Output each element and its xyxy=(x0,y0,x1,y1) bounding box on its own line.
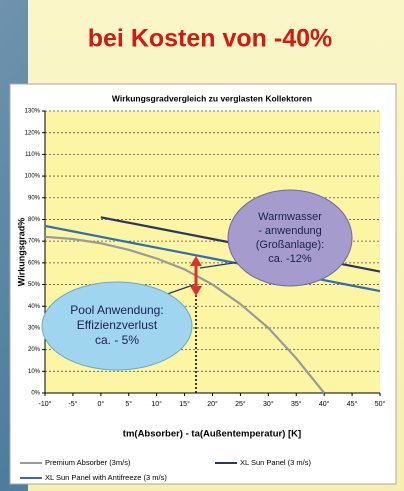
y-tick-label: 70% xyxy=(28,239,41,245)
annotation-text: ca. -12% xyxy=(268,253,312,265)
x-tick-label: 45° xyxy=(347,400,358,408)
x-tick-label: 25° xyxy=(235,400,246,408)
x-tick-label: 35° xyxy=(291,400,302,408)
annotation-text: Warmwasser xyxy=(258,211,322,223)
x-tick-label: 50° xyxy=(375,400,386,408)
x-tick-label: -5° xyxy=(68,400,77,408)
x-tick-label: -10° xyxy=(39,400,52,408)
y-tick-label: 20% xyxy=(28,347,41,353)
banner-title: bei Kosten von -40% xyxy=(88,25,333,53)
y-tick-label: 110% xyxy=(25,152,41,158)
x-tick-label: 10° xyxy=(151,400,162,408)
y-tick-label: 0% xyxy=(31,391,40,397)
y-tick-label: 10% xyxy=(28,369,41,375)
y-tick-label: 60% xyxy=(28,260,41,266)
x-tick-label: 20° xyxy=(207,400,218,408)
y-axis-label: Wirkungsgrad% xyxy=(16,218,26,286)
annotation-text: Pool Anwendung: xyxy=(70,303,163,317)
y-tick-label: 40% xyxy=(28,304,41,310)
annotation-text: Effizienzverlust xyxy=(77,318,158,332)
annotation-text: (Großanlage): xyxy=(256,239,324,251)
chart-title: Wirkungsgradvergleich zu verglasten Koll… xyxy=(112,93,312,103)
legend-label: XL Sun Panel with Antifreeze (3 m/s) xyxy=(45,473,167,482)
x-axis-label: tm(Absorber) - ta(Außentemperatur) [K] xyxy=(123,429,301,440)
annotation-text: ca. - 5% xyxy=(95,333,139,347)
y-tick-label: 90% xyxy=(28,195,41,201)
screen: bei Kosten von -40% Wirkungsgradvergleic… xyxy=(0,0,404,491)
annotation-text: - anwendung xyxy=(258,225,322,237)
y-tick-label: 120% xyxy=(25,130,41,136)
legend-label: XL Sun Panel (3 m/s) xyxy=(240,458,312,467)
x-tick-label: 0° xyxy=(97,400,104,408)
legend-label: Premium Absorber (3m/s) xyxy=(45,458,131,467)
y-tick-label: 50% xyxy=(28,282,41,288)
x-tick-label: 15° xyxy=(179,400,190,408)
x-tick-label: 5° xyxy=(125,400,132,408)
y-tick-label: 130% xyxy=(25,109,41,115)
y-tick-label: 30% xyxy=(28,326,41,332)
y-tick-label: 100% xyxy=(25,174,41,180)
x-tick-label: 30° xyxy=(263,400,274,408)
y-tick-label: 80% xyxy=(28,217,41,223)
x-tick-label: 40° xyxy=(319,400,330,408)
